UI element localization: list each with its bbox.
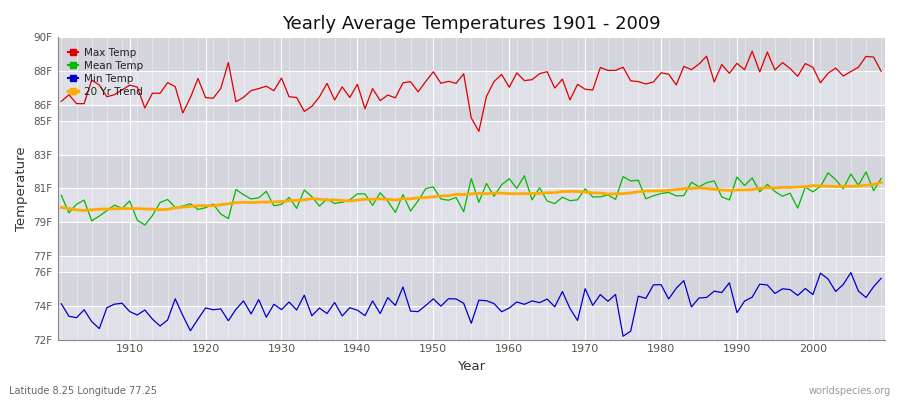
Bar <box>58 121 885 155</box>
Text: Latitude 8.25 Longitude 77.25: Latitude 8.25 Longitude 77.25 <box>9 386 157 396</box>
Bar <box>58 155 885 188</box>
Bar <box>58 306 885 340</box>
Y-axis label: Temperature: Temperature <box>15 146 28 231</box>
Text: worldspecies.org: worldspecies.org <box>809 386 891 396</box>
Title: Yearly Average Temperatures 1901 - 2009: Yearly Average Temperatures 1901 - 2009 <box>282 15 661 33</box>
Bar <box>58 256 885 272</box>
Bar <box>58 37 885 71</box>
Bar <box>58 222 885 256</box>
Legend: Max Temp, Mean Temp, Min Temp, 20 Yr Trend: Max Temp, Mean Temp, Min Temp, 20 Yr Tre… <box>63 42 148 102</box>
Bar <box>58 71 885 104</box>
Bar <box>58 188 885 222</box>
Bar <box>58 272 885 306</box>
Bar <box>58 104 885 121</box>
X-axis label: Year: Year <box>457 360 485 373</box>
